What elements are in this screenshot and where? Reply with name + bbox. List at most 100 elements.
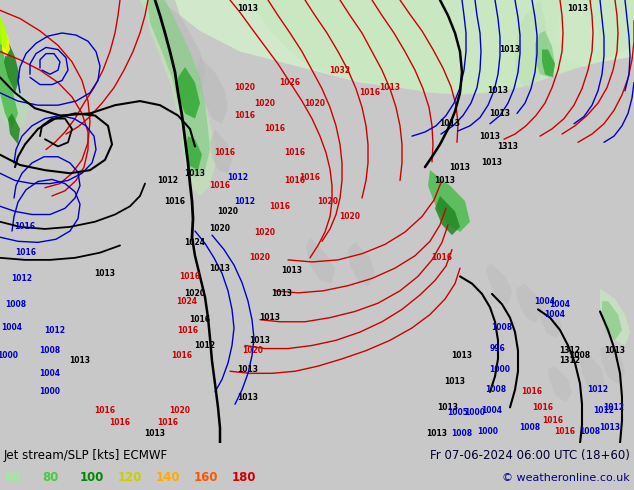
- Text: 1012: 1012: [235, 196, 256, 206]
- Text: Fr 07-06-2024 06:00 UTC (18+60): Fr 07-06-2024 06:00 UTC (18+60): [430, 449, 630, 463]
- Text: 1013: 1013: [604, 346, 626, 355]
- Polygon shape: [306, 237, 335, 284]
- Text: 1004: 1004: [545, 310, 566, 319]
- Text: 1016: 1016: [269, 202, 290, 211]
- Text: 1012: 1012: [228, 173, 249, 182]
- Text: 80: 80: [42, 471, 58, 485]
- Text: 1020: 1020: [304, 98, 325, 108]
- Text: 1020: 1020: [209, 224, 231, 233]
- Polygon shape: [185, 136, 202, 170]
- Text: 1013: 1013: [70, 356, 91, 366]
- Polygon shape: [0, 16, 8, 49]
- Polygon shape: [348, 243, 375, 287]
- Text: 1016: 1016: [190, 315, 210, 324]
- Polygon shape: [486, 263, 512, 304]
- Polygon shape: [580, 356, 605, 394]
- Text: 1016: 1016: [533, 403, 553, 412]
- Text: 1013: 1013: [259, 313, 280, 322]
- Text: 1013: 1013: [238, 392, 259, 401]
- Polygon shape: [538, 301, 562, 338]
- Text: 1020: 1020: [254, 98, 276, 108]
- Text: 1008: 1008: [6, 300, 27, 309]
- Text: 1013: 1013: [600, 423, 621, 433]
- Text: 1013: 1013: [500, 45, 521, 54]
- Text: 1004: 1004: [1, 323, 22, 332]
- Text: 1016: 1016: [235, 111, 256, 120]
- Text: 1013: 1013: [380, 83, 401, 92]
- Polygon shape: [435, 196, 460, 235]
- Polygon shape: [600, 345, 625, 384]
- Text: 1016: 1016: [157, 418, 179, 427]
- Text: 1016: 1016: [264, 124, 285, 133]
- Text: 1013: 1013: [444, 377, 465, 386]
- Polygon shape: [2, 26, 10, 57]
- Text: 1020: 1020: [318, 196, 339, 206]
- Text: 140: 140: [156, 471, 181, 485]
- Text: 1012: 1012: [11, 274, 32, 283]
- Text: 1008: 1008: [486, 385, 507, 394]
- Text: 1016: 1016: [94, 406, 115, 415]
- Text: 1013: 1013: [94, 269, 115, 278]
- Text: 1013: 1013: [238, 365, 259, 374]
- Polygon shape: [555, 0, 600, 67]
- Text: 1020: 1020: [169, 406, 190, 415]
- Text: 1013: 1013: [567, 4, 588, 13]
- Text: 1024: 1024: [184, 238, 205, 247]
- Polygon shape: [535, 31, 555, 77]
- Text: 1013: 1013: [271, 290, 292, 298]
- Text: 1013: 1013: [145, 429, 165, 438]
- Text: 160: 160: [194, 471, 219, 485]
- Text: 1313: 1313: [498, 142, 519, 151]
- Text: 1012: 1012: [588, 385, 609, 394]
- Polygon shape: [250, 0, 634, 95]
- Polygon shape: [0, 31, 18, 129]
- Polygon shape: [8, 114, 20, 145]
- Text: © weatheronline.co.uk: © weatheronline.co.uk: [502, 473, 630, 483]
- Text: 1004: 1004: [481, 406, 503, 415]
- Text: Jet stream/SLP [kts] ECMWF: Jet stream/SLP [kts] ECMWF: [4, 449, 168, 463]
- Text: 1012: 1012: [44, 325, 65, 335]
- Text: 120: 120: [118, 471, 143, 485]
- Text: 1013: 1013: [184, 169, 205, 178]
- Text: 1004: 1004: [39, 369, 60, 378]
- Text: 1000: 1000: [0, 351, 18, 360]
- Text: 1000: 1000: [39, 388, 60, 396]
- Text: 1013: 1013: [481, 158, 503, 168]
- Text: 1016: 1016: [178, 325, 198, 335]
- Text: 1008: 1008: [569, 351, 590, 360]
- Polygon shape: [428, 170, 470, 232]
- Text: 1008: 1008: [39, 346, 61, 355]
- Text: 1016: 1016: [359, 88, 380, 98]
- Polygon shape: [602, 301, 622, 341]
- Polygon shape: [4, 41, 20, 93]
- Text: 1032: 1032: [330, 66, 351, 74]
- Text: 1000: 1000: [489, 365, 510, 374]
- Text: 1016: 1016: [179, 272, 200, 281]
- Text: 1016: 1016: [15, 222, 36, 231]
- Text: 1000: 1000: [465, 408, 486, 417]
- Text: 1013: 1013: [427, 429, 448, 438]
- Polygon shape: [542, 49, 555, 77]
- Polygon shape: [0, 0, 30, 134]
- Polygon shape: [160, 0, 634, 93]
- Polygon shape: [600, 289, 630, 345]
- Text: 1008: 1008: [579, 427, 600, 436]
- Polygon shape: [148, 0, 210, 177]
- Text: 180: 180: [232, 471, 257, 485]
- Polygon shape: [178, 67, 200, 119]
- Text: 1016: 1016: [172, 351, 193, 360]
- Text: 1013: 1013: [439, 119, 460, 128]
- Polygon shape: [210, 129, 232, 173]
- Text: 1020: 1020: [254, 227, 276, 237]
- Text: 1016: 1016: [285, 176, 306, 185]
- Text: 1016: 1016: [432, 253, 453, 262]
- Text: 1013: 1013: [437, 403, 458, 412]
- Text: 1026: 1026: [280, 78, 301, 87]
- Polygon shape: [516, 284, 542, 323]
- Text: 1012: 1012: [157, 176, 179, 185]
- Text: 1020: 1020: [250, 253, 271, 262]
- Polygon shape: [515, 0, 548, 88]
- Text: 1020: 1020: [184, 290, 205, 298]
- Text: 1016: 1016: [110, 418, 131, 427]
- Text: 1020: 1020: [339, 212, 361, 221]
